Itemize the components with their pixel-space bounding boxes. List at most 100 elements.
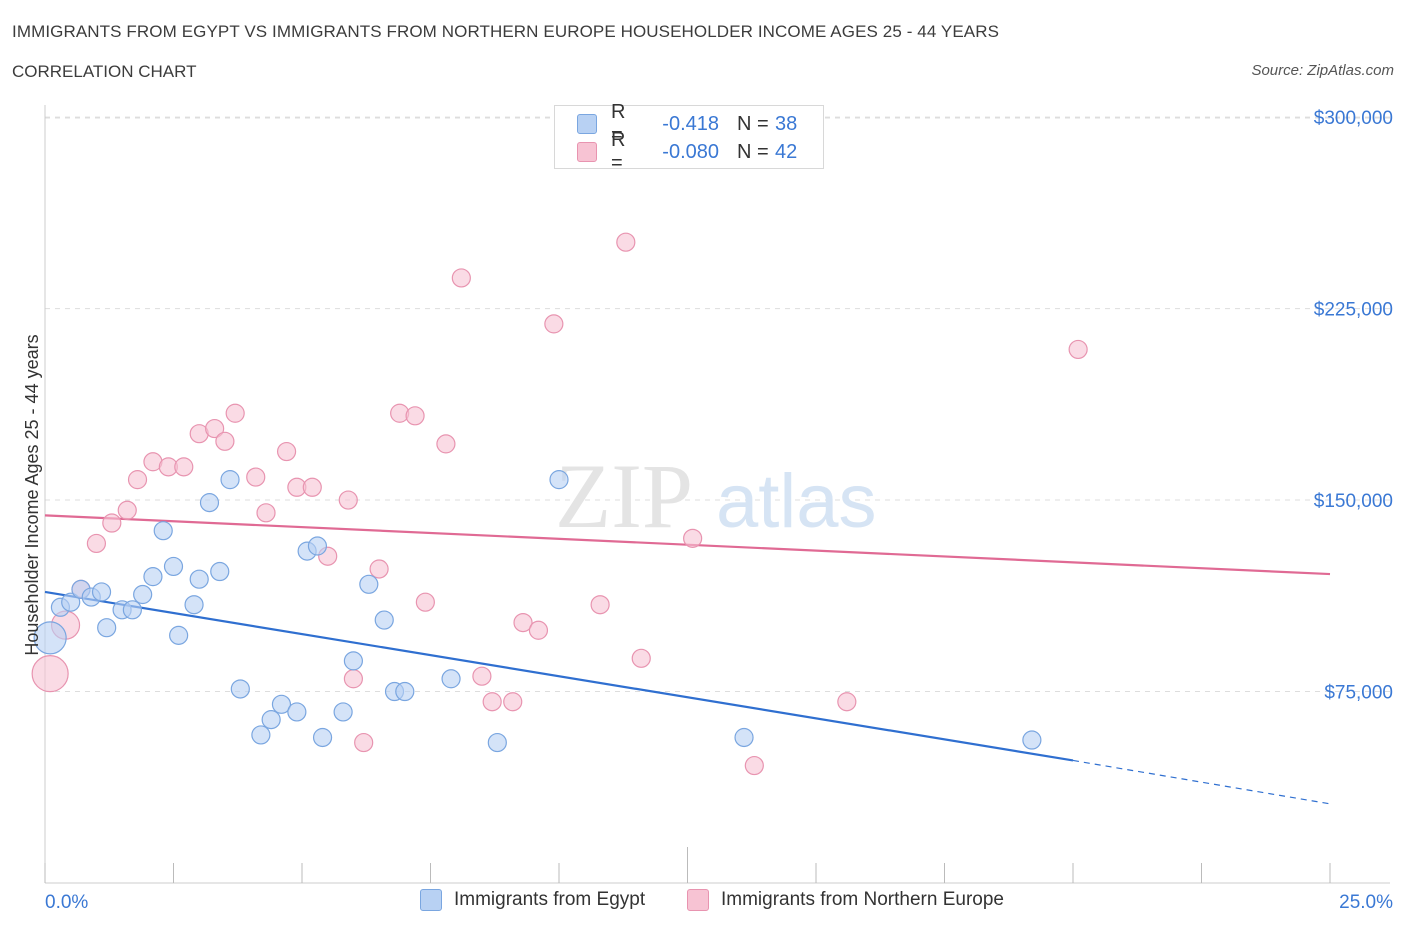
egypt-swatch — [577, 114, 597, 134]
egypt-point — [33, 621, 67, 655]
egypt-point — [549, 470, 569, 490]
northern-europe-point — [590, 595, 610, 615]
egypt-n-value: 38 — [775, 112, 798, 135]
source-credit: Source: ZipAtlas.com — [1251, 62, 1394, 79]
northern-europe-point — [225, 403, 245, 423]
egypt-point — [395, 681, 415, 702]
northern-europe-point — [837, 692, 857, 712]
egypt-point — [487, 732, 507, 753]
ne-legend-swatch — [687, 889, 709, 911]
egypt-point — [312, 727, 333, 748]
egypt-point — [251, 725, 271, 745]
legend-row-northern-europe: R = -0.080 N = 42 — [577, 129, 798, 174]
ne-n-label: N = — [737, 140, 769, 163]
egypt-legend-label: Immigrants from Egypt — [454, 889, 646, 910]
northern-europe-point — [472, 666, 492, 686]
ne-legend-label: Immigrants from Northern Europe — [721, 889, 1004, 910]
chart-title: IMMIGRANTS FROM EGYPT VS IMMIGRANTS FROM… — [12, 22, 1000, 41]
egypt-point — [374, 610, 394, 630]
northern-europe-point — [528, 620, 549, 640]
northern-europe-point — [302, 477, 322, 497]
northern-europe-point — [513, 612, 533, 633]
egypt-point — [163, 556, 184, 577]
ne-n-value: 42 — [775, 140, 798, 163]
northern-europe-point — [631, 648, 651, 668]
legend-item-northern-europe[interactable]: Immigrants from Northern Europe — [687, 889, 1004, 911]
egypt-trendline-extension — [1072, 759, 1331, 805]
northern-europe-point — [127, 470, 148, 490]
labels-layer: $75,000 $150,000 $225,000 $300,000 0.0% 25.0%… — [22, 108, 1393, 913]
axes-layer — [44, 105, 1390, 884]
northern-europe-point — [343, 669, 363, 689]
northern-europe-point — [482, 692, 502, 712]
watermark-zip: ZIP — [555, 445, 693, 547]
northern-europe-point — [102, 513, 122, 533]
northern-europe-point — [117, 500, 137, 520]
y-tick-label: $150,000 — [1314, 491, 1393, 512]
egypt-point — [333, 702, 353, 722]
northern-europe-point — [415, 592, 435, 612]
egypt-point — [271, 694, 292, 714]
watermark-atlas: atlas — [716, 459, 877, 544]
egypt-point — [287, 702, 307, 722]
northern-europe-point — [369, 559, 389, 579]
northern-europe-point — [276, 441, 297, 462]
northern-europe-point — [174, 457, 194, 477]
northern-europe-point — [451, 268, 471, 288]
northern-europe-point — [616, 232, 636, 252]
egypt-point — [1022, 730, 1042, 750]
northern-europe-point — [683, 528, 703, 548]
egypt-point — [261, 710, 281, 730]
egypt-point — [307, 536, 328, 556]
egypt-point — [122, 600, 142, 620]
ne-r-value: -0.080 — [662, 140, 719, 163]
northern-europe-point — [436, 434, 456, 454]
northern-europe-point — [544, 314, 564, 334]
northern-europe-point — [405, 406, 425, 426]
egypt-point — [220, 470, 240, 490]
egypt-n-label: N = — [737, 112, 769, 135]
egypt-point — [230, 679, 250, 699]
egypt-point — [734, 727, 754, 748]
x-tick-label: 0.0% — [45, 892, 88, 913]
chart-subtitle: CORRELATION CHART — [12, 62, 197, 81]
egypt-point — [97, 618, 117, 638]
egypt-legend-swatch — [420, 889, 442, 911]
legend-row-egypt: R = -0.418 N = 38 — [577, 101, 798, 146]
stats-legend: R = -0.418 N = 38 R = -0.080 N = 42 — [554, 101, 824, 174]
y-tick-label: $225,000 — [1314, 300, 1393, 321]
egypt-trendline — [44, 590, 1074, 762]
x-tick-label: 25.0% — [1339, 892, 1393, 913]
trend-layer — [44, 514, 1331, 805]
egypt-point — [359, 574, 379, 594]
series-legend: Immigrants from Egypt Immigrants from No… — [0, 889, 1406, 917]
egypt-point — [189, 569, 209, 589]
egypt-point — [343, 651, 363, 671]
legend-item-egypt[interactable]: Immigrants from Egypt — [420, 889, 645, 911]
egypt-point — [133, 584, 153, 605]
y-tick-label: $75,000 — [1324, 683, 1393, 704]
points-layer — [31, 232, 1088, 776]
northern-europe-point — [256, 503, 276, 523]
northern-europe-point — [205, 418, 225, 439]
northern-europe-point — [354, 732, 374, 753]
egypt-point — [169, 625, 189, 645]
ne-r-label: R = — [611, 129, 626, 174]
egypt-point — [441, 669, 461, 689]
egypt-point — [184, 595, 204, 615]
northern-europe-point — [744, 755, 764, 776]
egypt-point — [91, 582, 112, 602]
northern-europe-point — [1068, 339, 1088, 360]
northern-europe-point — [503, 692, 523, 712]
northern-europe-point — [338, 490, 358, 510]
egypt-point — [143, 567, 163, 587]
northern-europe-swatch — [577, 142, 597, 162]
northern-europe-point — [86, 533, 107, 554]
egypt-point — [199, 493, 220, 513]
egypt-point — [61, 592, 81, 612]
northern-europe-point — [246, 467, 266, 487]
egypt-point — [210, 561, 230, 582]
y-tick-label: $300,000 — [1314, 108, 1393, 129]
egypt-r-value: -0.418 — [662, 112, 719, 135]
